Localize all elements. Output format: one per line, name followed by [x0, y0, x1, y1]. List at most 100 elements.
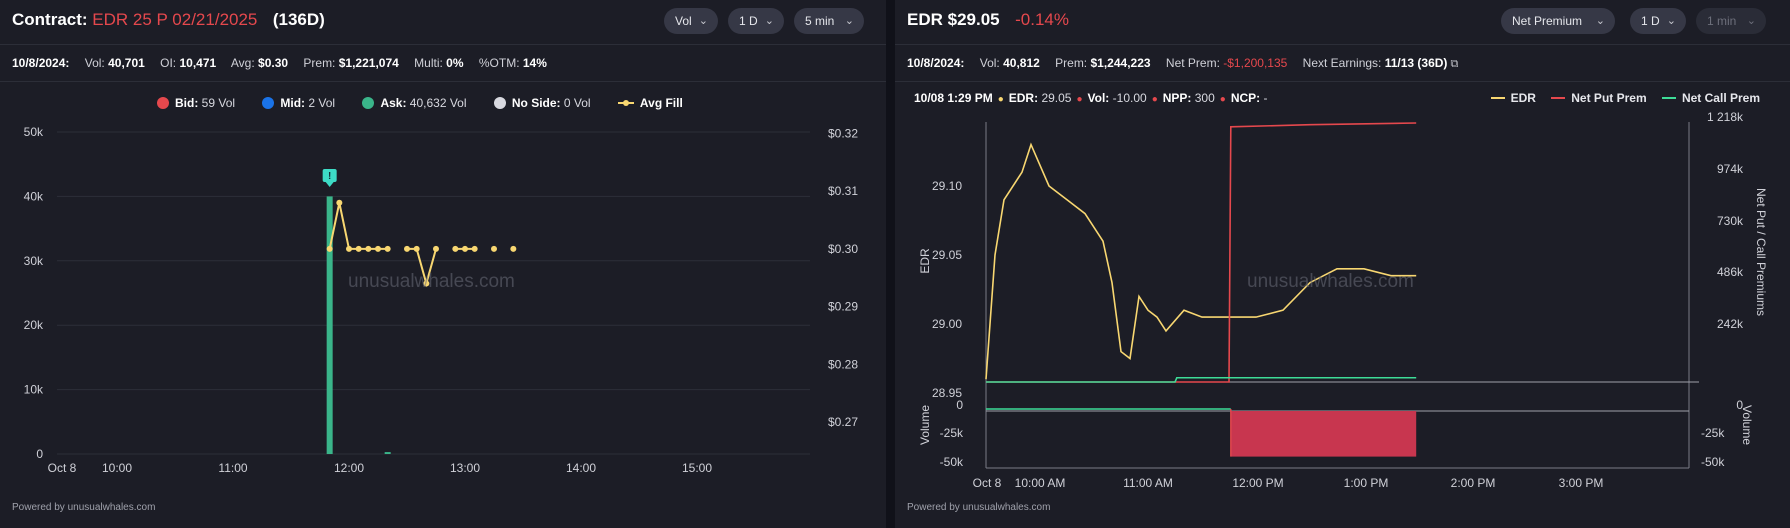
x-tick-label: 12:00	[334, 461, 364, 475]
edr-line-icon	[1490, 97, 1505, 99]
stat-label: Net Prem:	[1165, 56, 1220, 70]
legend-value: 0 Vol	[563, 96, 591, 110]
stat-average: $0.30	[258, 56, 289, 70]
metric-dropdown-label: Vol	[675, 14, 692, 28]
powered-by-footer[interactable]: Powered by unusualwhales.com	[12, 502, 156, 513]
info-vol: -10.00	[1112, 91, 1147, 105]
x-tick-label: 10:00	[102, 461, 132, 475]
alert-flag-glyph: !	[328, 171, 331, 182]
legend-value: 40,632 Vol	[409, 96, 467, 110]
legend-label: Bid:	[175, 96, 199, 110]
timeframe-dropdown-label: 1 D	[1641, 14, 1660, 28]
contract-header: Contract: EDR 25 P 02/21/2025 (136D) Vol…	[0, 0, 886, 45]
contract-stats-bar: 10/8/2024: Vol: 40,701 OI: 10,471 Avg: $…	[0, 45, 886, 82]
legend-edr[interactable]: EDR	[1490, 91, 1536, 105]
legend-mid[interactable]: Mid: 2 Vol	[262, 96, 335, 110]
x-tick-label: 11:00	[218, 461, 247, 475]
premium-type-dropdown[interactable]: Net Premium ⌄	[1501, 8, 1615, 34]
stat-volume: 40,701	[108, 56, 145, 70]
alert-flag-pointer	[325, 182, 334, 187]
timeframe-dropdown-label: 1 D	[739, 14, 758, 28]
volume-bar-ask	[326, 196, 333, 454]
avg-fill-point	[491, 245, 497, 252]
volume-legend: Bid: 59 Vol Mid: 2 Vol Ask: 40,632 Vol N…	[157, 96, 707, 110]
chevron-down-icon: ⌄	[1595, 15, 1605, 27]
y2-tick-label: 242k	[1717, 317, 1744, 331]
chevron-down-icon: ⌄	[1746, 15, 1756, 27]
legend-label: Ask:	[380, 96, 407, 110]
x-tick-label: 14:00	[566, 461, 596, 475]
net-premium-chart[interactable]: 28.95 29.00 29.05 29.10 0 242k 486k 730k 974k 1 2…	[895, 0, 1790, 528]
bid-dot-icon	[157, 97, 169, 109]
contract-title: Contract: EDR 25 P 02/21/2025 (136D)	[12, 10, 325, 30]
ticker-panel: EDR $29.05 -0.14% Net Premium ⌄ 1 D ⌄ 1 …	[895, 0, 1790, 528]
info-label: NCP:	[1230, 91, 1261, 105]
stat-premium: $1,244,223	[1090, 56, 1151, 70]
x-tick-label: Oct 8	[973, 476, 1002, 490]
no-side-dot-icon	[493, 97, 506, 109]
metric-dropdown[interactable]: Vol ⌄	[664, 8, 718, 34]
avg-fill-point	[510, 245, 517, 252]
y-tick-label: 50k	[24, 125, 44, 139]
contract-panel: Contract: EDR 25 P 02/21/2025 (136D) Vol…	[0, 0, 886, 528]
powered-by-footer[interactable]: Powered by unusualwhales.com	[907, 502, 1051, 513]
avg-fill-point	[346, 245, 352, 252]
ticker-price: $29.05	[947, 10, 1000, 29]
timeframe-dropdown[interactable]: 1 D ⌄	[728, 8, 784, 34]
y2-tick-label: $0.27	[828, 415, 858, 429]
stat-otm: 14%	[522, 56, 547, 70]
chevron-down-icon: ⌄	[1666, 15, 1676, 27]
legend-net-put-prem[interactable]: Net Put Prem	[1551, 91, 1647, 105]
avg-fill-point	[326, 245, 333, 252]
interval-dropdown-label: 5 min	[805, 14, 835, 28]
y-tick-label: 20k	[24, 318, 44, 332]
ticker-symbol[interactable]: EDR	[907, 10, 943, 29]
avg-fill-point	[413, 245, 420, 252]
contract-name[interactable]: EDR 25 P 02/21/2025	[92, 10, 258, 29]
avg-fill-line	[328, 202, 388, 250]
stat-label: Next Earnings:	[1302, 56, 1382, 70]
legend-net-call-prem[interactable]: Net Call Prem	[1661, 91, 1760, 105]
crosshair-info: 10/08 1:29 PM ● EDR: 29.05 ● Vol: -10.00 ● NPP…	[914, 91, 1268, 105]
avg-fill-point	[355, 245, 362, 252]
external-link-icon[interactable]: ⧉	[1450, 58, 1459, 70]
volume-axis-title: Volume	[918, 405, 932, 445]
stat-label: Multi:	[414, 56, 443, 70]
net-put-prem-line	[986, 122, 1417, 383]
interval-dropdown[interactable]: 5 min ⌄	[794, 8, 864, 34]
timeframe-dropdown[interactable]: 1 D ⌄	[1630, 8, 1686, 34]
x-tick-label: 3:00 PM	[1559, 476, 1604, 490]
y-tick-label: 29.10	[932, 179, 962, 193]
avg-fill-point	[375, 245, 381, 252]
y2-tick-label: 730k	[1717, 214, 1744, 228]
legend-bid[interactable]: Bid: 59 Vol	[157, 96, 235, 110]
legend-label: Net Put Prem	[1571, 91, 1647, 105]
legend-value: 59 Vol	[201, 96, 236, 110]
legend-ask[interactable]: Ask: 40,632 Vol	[362, 96, 467, 110]
chevron-down-icon: ⌄	[764, 15, 774, 27]
contract-volume-chart[interactable]: 0 10k 20k 30k 40k 50k $0.27 $0.28 $0.29 $0.30 $0.3…	[0, 0, 886, 528]
alert-flag-icon	[322, 169, 337, 182]
volume-axis-title-right: Volume	[1740, 405, 1754, 445]
info-edr: 29.05	[1041, 91, 1072, 105]
avg-fill-point	[433, 245, 439, 252]
info-label: Vol:	[1087, 91, 1110, 105]
interval-dropdown: 1 min ⌄	[1696, 8, 1766, 34]
stat-multi: 0%	[446, 56, 464, 70]
contract-title-label: Contract:	[12, 10, 88, 29]
legend-no-side[interactable]: No Side: 0 Vol	[493, 96, 591, 110]
volume-tick-label: -25k	[940, 426, 964, 440]
x-tick-label: 1:00 PM	[1344, 476, 1389, 490]
net-put-line-icon	[1551, 97, 1566, 99]
legend-avg-fill[interactable]: Avg Fill	[617, 96, 683, 110]
y-tick-label: 29.00	[932, 317, 962, 331]
contract-dte: (136D)	[272, 10, 325, 29]
avg-fill-point	[462, 245, 468, 252]
avg-fill-point	[404, 245, 410, 252]
legend-label: Avg Fill	[639, 96, 683, 110]
y-tick-label: 10k	[24, 383, 44, 397]
legend-label: EDR	[1510, 91, 1536, 105]
y2-tick-label: 486k	[1717, 265, 1744, 279]
y2-tick-label: $0.28	[828, 357, 858, 371]
stat-label: Avg:	[230, 56, 255, 70]
